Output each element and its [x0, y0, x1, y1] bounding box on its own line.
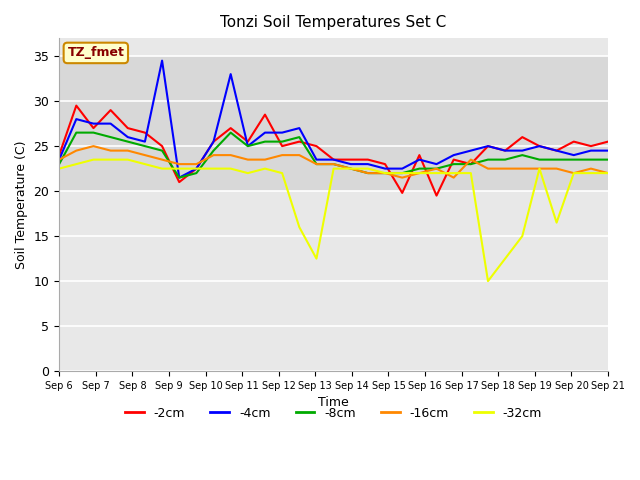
Y-axis label: Soil Temperature (C): Soil Temperature (C): [15, 140, 28, 269]
X-axis label: Time: Time: [318, 396, 349, 409]
Text: TZ_fmet: TZ_fmet: [67, 47, 124, 60]
Bar: [59, 56, 608, 191]
Title: Tonzi Soil Temperatures Set C: Tonzi Soil Temperatures Set C: [221, 15, 447, 30]
Legend: -2cm, -4cm, -8cm, -16cm, -32cm: -2cm, -4cm, -8cm, -16cm, -32cm: [120, 402, 547, 425]
